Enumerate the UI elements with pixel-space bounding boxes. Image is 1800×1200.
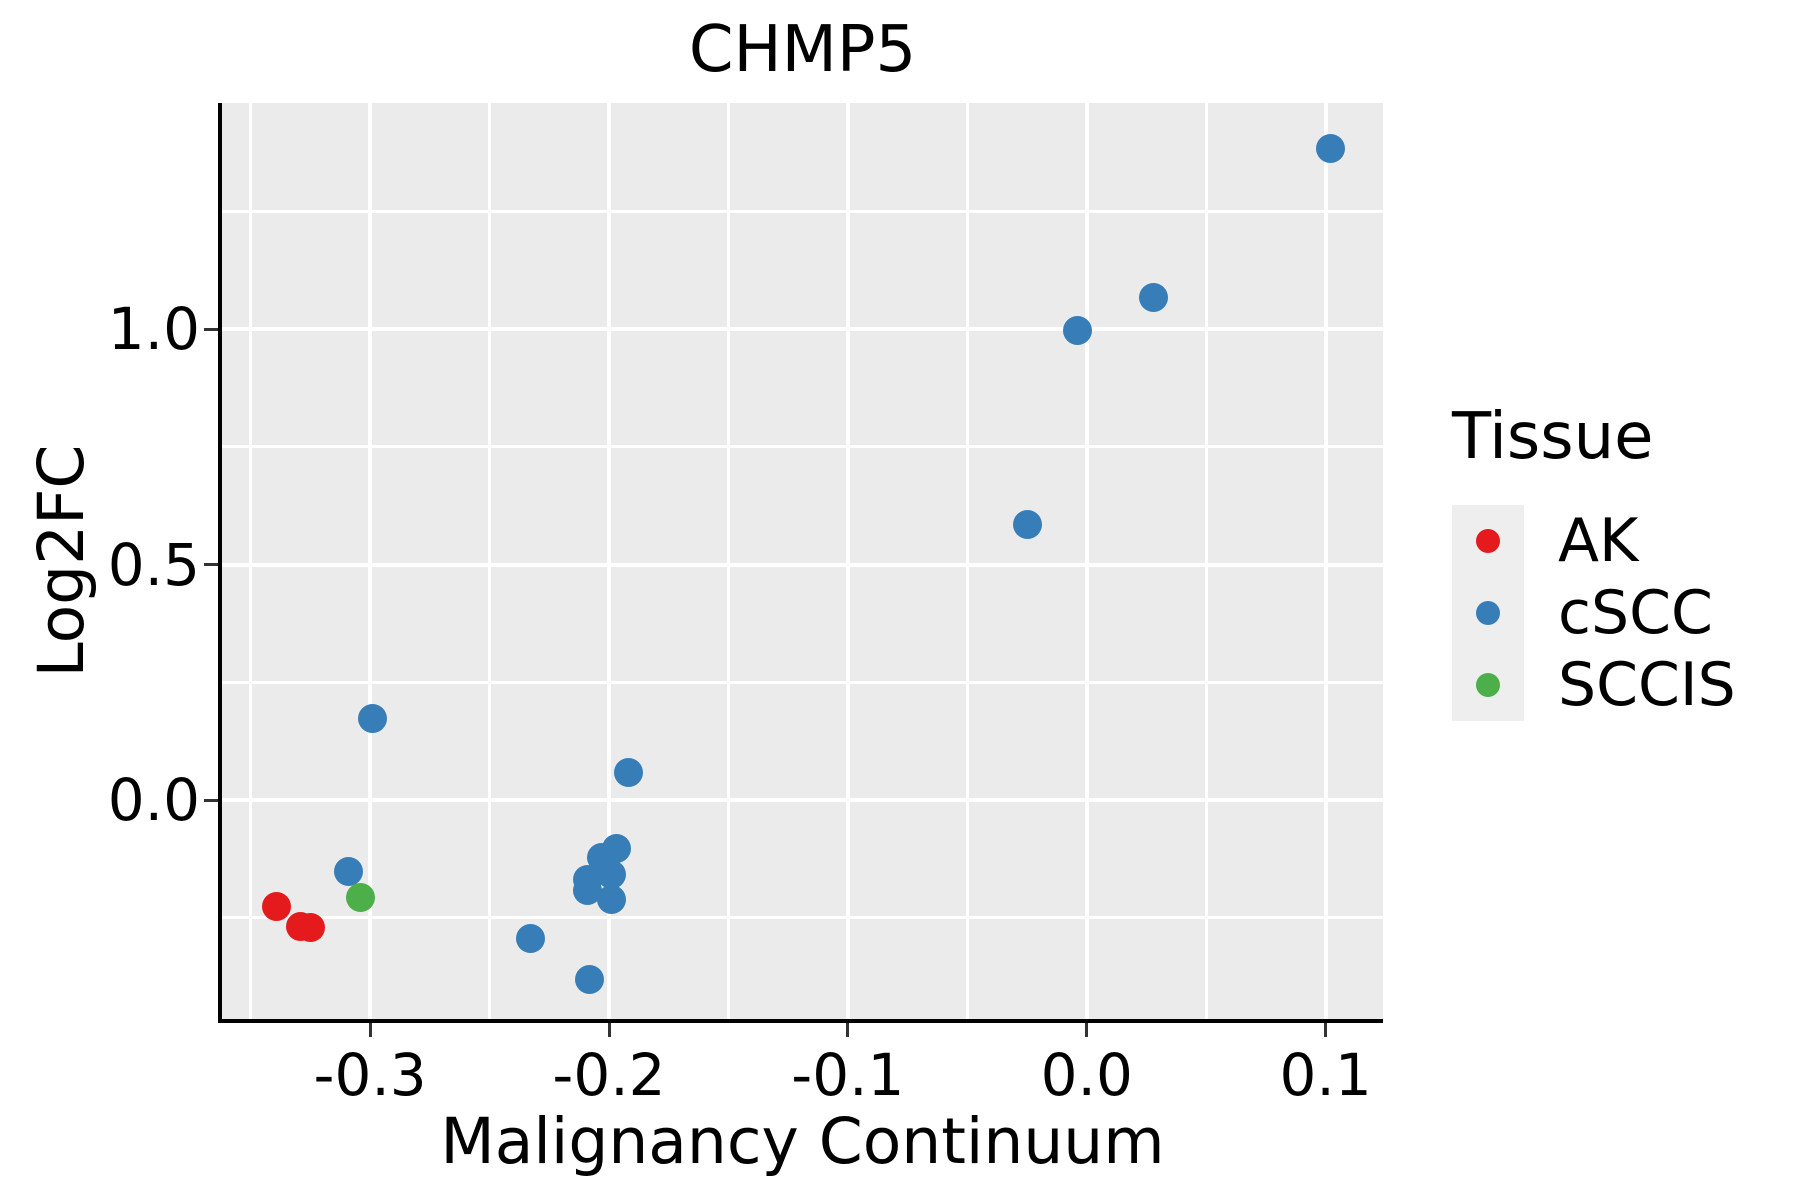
y-tick-label: 1.0	[107, 295, 200, 364]
data-point-SCCIS	[346, 882, 376, 912]
x-minor-gridline	[1204, 103, 1208, 1019]
data-point-cSCC	[1012, 510, 1042, 540]
x-tick-label: -0.1	[791, 1041, 905, 1109]
x-tick-label: 0.0	[1040, 1041, 1133, 1109]
x-minor-gridline	[965, 103, 969, 1019]
data-point-AK	[262, 892, 292, 922]
legend-entry-SCCIS: SCCIS	[1452, 649, 1736, 721]
x-minor-gridline	[249, 103, 253, 1019]
legend-title: Tissue	[1452, 400, 1654, 474]
legend-dot-icon	[1476, 673, 1500, 697]
y-minor-gridline	[222, 680, 1383, 684]
x-tick-label: -0.3	[313, 1041, 427, 1109]
legend-key-box	[1452, 649, 1524, 721]
data-point-AK	[295, 912, 325, 942]
x-axis-spine	[218, 1019, 1383, 1023]
y-major-gridline	[222, 798, 1383, 802]
y-tick-mark	[204, 563, 218, 567]
y-tick-mark	[204, 327, 218, 331]
x-major-gridline	[1084, 103, 1089, 1019]
y-axis-spine	[218, 103, 222, 1023]
data-point-cSCC	[1062, 316, 1092, 346]
x-tick-mark	[607, 1023, 611, 1037]
x-tick-label: -0.2	[552, 1041, 666, 1109]
legend-key-box	[1452, 577, 1524, 649]
data-point-cSCC	[334, 856, 364, 886]
legend-entries: AK cSCC SCCIS	[1452, 505, 1736, 721]
x-tick-mark	[1085, 1023, 1089, 1037]
legend-entry-AK: AK	[1452, 505, 1654, 577]
x-minor-gridline	[726, 103, 730, 1019]
x-tick-mark	[846, 1023, 850, 1037]
data-point-cSCC	[575, 965, 605, 995]
legend-label: cSCC	[1558, 578, 1713, 648]
x-axis-label: Malignancy Continuum	[440, 1105, 1165, 1178]
y-tick-label: 0.0	[107, 766, 200, 834]
data-point-cSCC	[515, 924, 545, 954]
x-major-gridline	[607, 103, 611, 1019]
legend: Tissue AK cSCC SCCIS	[1452, 400, 1736, 721]
y-minor-gridline	[222, 209, 1383, 213]
legend-label: SCCIS	[1558, 650, 1736, 720]
data-point-cSCC	[596, 885, 626, 915]
x-major-gridline	[845, 103, 850, 1019]
x-major-gridline	[1323, 103, 1328, 1019]
y-major-gridline	[222, 562, 1383, 567]
data-point-cSCC	[358, 703, 387, 733]
legend-key-box	[1452, 505, 1524, 577]
y-tick-label: 0.5	[107, 530, 200, 599]
x-tick-mark	[1324, 1023, 1328, 1037]
plot-panel	[222, 103, 1383, 1019]
legend-entry-cSCC: cSCC	[1452, 577, 1713, 649]
y-tick-mark	[204, 798, 218, 802]
legend-label: AK	[1558, 506, 1639, 576]
x-tick-mark	[368, 1023, 372, 1037]
legend-dot-icon	[1476, 601, 1500, 625]
data-point-cSCC	[1139, 283, 1169, 313]
y-minor-gridline	[222, 445, 1383, 449]
y-major-gridline	[222, 327, 1383, 332]
chart-title: CHMP5	[688, 13, 917, 87]
data-point-cSCC	[613, 757, 643, 787]
data-point-cSCC	[1315, 133, 1345, 163]
x-tick-label: 0.1	[1279, 1041, 1372, 1109]
y-minor-gridline	[222, 916, 1383, 920]
x-minor-gridline	[488, 103, 492, 1019]
data-point-cSCC	[596, 860, 626, 890]
legend-dot-icon	[1476, 529, 1500, 553]
x-major-gridline	[368, 103, 373, 1019]
